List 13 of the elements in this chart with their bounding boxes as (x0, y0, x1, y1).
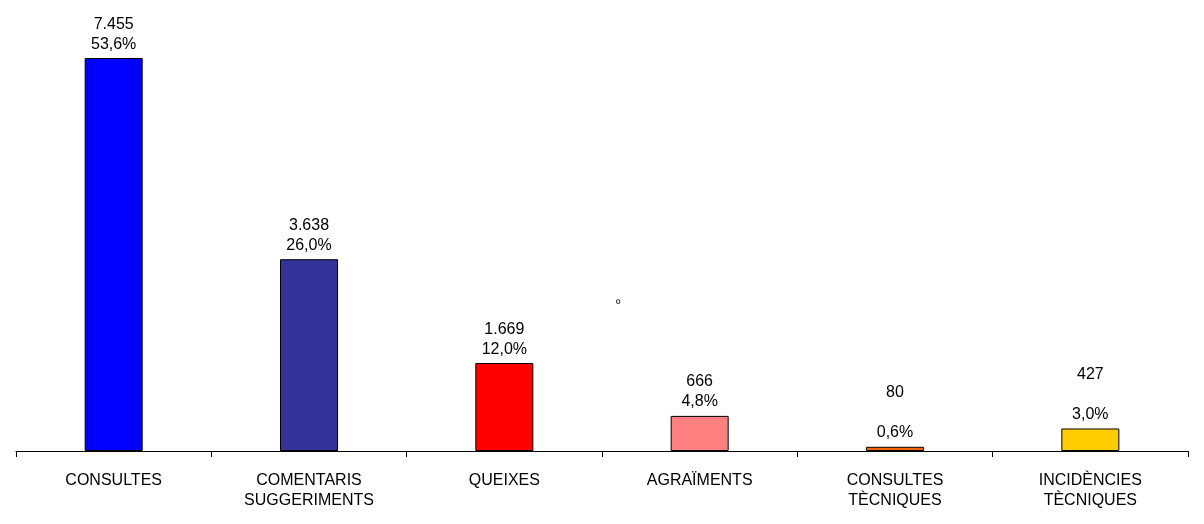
data-label: 1.669 12,0% (481, 319, 528, 357)
data-label: 3.638 26,0% (286, 215, 332, 253)
x-tick-label: AGRAÏMENTS (646, 470, 753, 488)
text: 80 0,6% (876, 383, 914, 441)
data-label: 7.455 53,6% (90, 14, 137, 52)
x-tick-label: COMENTARIS SUGGERIMENTS (244, 470, 374, 508)
x-tick-label: CONSULTES (65, 470, 162, 488)
text: 427 3,0% (1072, 364, 1109, 422)
x-tick-label: INCIDÈNCIES TÈCNIQUES (1038, 469, 1142, 508)
x-tick-label: QUEIXES (468, 470, 540, 488)
x-tick-label: CONSULTES TÈCNIQUES (846, 470, 944, 508)
data-label: 666 4,8% (681, 372, 718, 410)
annotation: º (616, 297, 621, 311)
